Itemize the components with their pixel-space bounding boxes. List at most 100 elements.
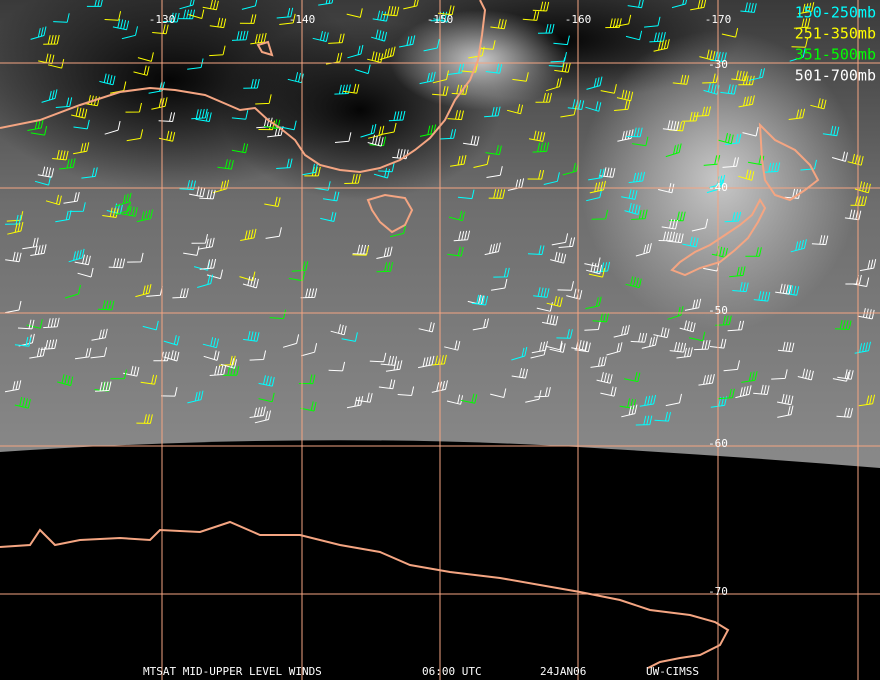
wind-barb: [649, 31, 666, 43]
wind-barb: [506, 103, 524, 115]
wind-barb: [64, 284, 81, 299]
wind-barb: [418, 322, 435, 333]
latitude-labels: -30 -40 -50 -60 -70: [708, 58, 728, 598]
wind-barb: [624, 371, 641, 383]
wind-barb: [77, 267, 94, 278]
wind-barb: [27, 118, 44, 131]
wind-barb: [346, 395, 364, 409]
wind-barb: [382, 5, 400, 17]
wind-barb: [535, 92, 552, 103]
wind-barb: [527, 245, 545, 255]
wind-barb: [667, 232, 684, 244]
wind-barb: [586, 76, 603, 90]
wind-barb: [43, 34, 60, 45]
wind-barb: [682, 236, 699, 248]
wind-barb: [6, 211, 24, 222]
wind-barb: [735, 385, 752, 399]
wind-barb: [378, 162, 395, 173]
longitude-label: -130: [149, 13, 176, 26]
wind-barb: [102, 207, 119, 218]
wind-barb: [858, 394, 876, 407]
footer: MTSAT MID-UPPER LEVEL WINDS 06:00 UTC 24…: [143, 665, 699, 678]
wind-barb: [777, 341, 795, 353]
wind-barb: [771, 369, 788, 380]
wind-barb: [243, 330, 260, 342]
wind-barb: [367, 134, 384, 147]
wind-barb: [548, 57, 566, 67]
wind-barb: [491, 278, 508, 291]
wind-barb: [679, 320, 696, 333]
wind-barb: [614, 100, 631, 111]
wind-barb: [484, 106, 501, 118]
wind-barb: [586, 262, 603, 275]
wind-barb: [732, 281, 749, 293]
wind-barb: [453, 230, 471, 242]
wind-barb: [322, 191, 340, 202]
australia-coast: [0, 0, 487, 174]
wind-barb: [91, 328, 108, 341]
wind-barb: [847, 153, 864, 166]
wind-barb: [662, 120, 680, 131]
longitude-label: -140: [289, 13, 316, 26]
wind-barb: [7, 221, 24, 235]
wind-barb: [592, 312, 610, 323]
wind-barb: [522, 10, 540, 21]
wind-barb: [479, 40, 496, 50]
wind-barb: [347, 44, 364, 59]
wind-barb: [782, 284, 800, 296]
wind-barb: [550, 251, 567, 264]
wind-barb: [26, 319, 43, 329]
wind-barb: [423, 38, 440, 52]
wind-barb: [74, 254, 91, 266]
wind-barb: [551, 233, 569, 246]
cloud-region: [390, 10, 570, 110]
wind-barb: [669, 341, 687, 353]
wind-barb: [265, 227, 282, 239]
wind-barb: [115, 192, 132, 207]
wind-barb: [86, 0, 103, 7]
wind-barb: [858, 308, 875, 320]
wind-barb: [831, 151, 848, 162]
wind-barb: [665, 143, 682, 158]
wind-barb: [136, 414, 153, 424]
wind-barb: [334, 84, 351, 95]
wind-barb: [63, 191, 80, 204]
wind-barb: [463, 135, 480, 146]
wind-barb: [457, 189, 475, 200]
wind-barb: [304, 166, 321, 177]
wind-barb: [631, 209, 648, 220]
wind-barb: [242, 276, 259, 289]
wind-barb: [740, 2, 757, 13]
wind-barb: [444, 340, 461, 351]
latitude-label: -50: [708, 304, 728, 317]
wind-barb: [724, 211, 742, 223]
wind-barb: [212, 179, 230, 194]
wind-barb: [558, 237, 576, 248]
wind-barb: [269, 309, 287, 320]
wind-barb: [720, 84, 737, 95]
wind-barb: [178, 9, 196, 20]
wind-barb: [490, 18, 507, 30]
wind-barb: [546, 340, 563, 351]
wind-barb: [4, 380, 22, 393]
wind-barb: [644, 16, 661, 28]
wind-barb: [777, 393, 794, 406]
wind-barb: [399, 35, 416, 48]
wind-barb: [588, 267, 606, 278]
wind-barb: [672, 74, 690, 85]
wind-barb: [258, 375, 275, 387]
wind-barb: [34, 175, 52, 186]
wind-barb: [40, 339, 58, 350]
wind-barb: [352, 246, 369, 256]
wind-barb: [745, 247, 762, 257]
wind-barb: [53, 13, 70, 23]
wind-barb: [29, 346, 46, 359]
wind-barb: [388, 110, 406, 122]
footer-source: UW-CIMSS: [646, 665, 699, 678]
footer-time: 06:00 UTC: [422, 665, 482, 678]
wind-barb: [291, 261, 309, 272]
wind-barb: [430, 354, 447, 366]
wind-barb: [43, 317, 60, 329]
wind-barb: [380, 355, 398, 366]
wind-barb: [811, 235, 829, 246]
